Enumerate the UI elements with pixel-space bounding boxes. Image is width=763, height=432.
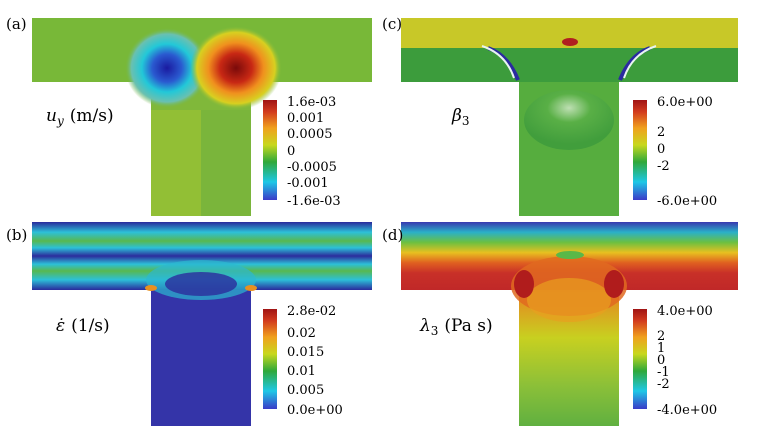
panel-d-top-spot: [556, 251, 584, 259]
panel-a-tick: -0.001: [287, 176, 329, 191]
panel-c-tick: 2: [657, 125, 665, 140]
panel-a-tick: -0.0005: [287, 160, 337, 175]
panel-d-tick: 0: [657, 353, 665, 368]
panel-b: (b) ε̇ (1/s) 2.8e-02 0.02 0.015 0.01 0.00…: [6, 222, 372, 426]
panel-b-right-corner-hotspot: [245, 285, 257, 291]
panel-d-colorbar-ticks: 4.0e+00 2 1 0 -1 -2 -4.0e+00: [657, 304, 717, 418]
panel-c-channel-bottom: [401, 48, 738, 82]
panel-a-tick: 0: [287, 144, 295, 159]
panel-a-tick: 0.001: [287, 111, 324, 126]
panel-d-tick: -2: [657, 377, 670, 392]
panel-c: (c) β3 6.0e+00 2 0 -2 -6.0e+00: [382, 15, 738, 216]
panel-b-tick: 2.8e-02: [287, 304, 336, 319]
panel-c-tick: 6.0e+00: [657, 95, 713, 110]
panel-b-stem: [151, 290, 251, 426]
panel-c-top-spot: [562, 38, 578, 46]
panel-d-colorbar: [633, 309, 647, 409]
panel-a-colorbar-ticks: 1.6e-03 0.001 0.0005 0 -0.0005 -0.001 -1…: [287, 95, 341, 209]
panel-c-tick: -6.0e+00: [657, 194, 717, 209]
panel-c-id: (c): [382, 15, 402, 33]
panel-a-tick: 1.6e-03: [287, 95, 336, 110]
panel-c-colorbar-ticks: 6.0e+00 2 0 -2 -6.0e+00: [657, 95, 717, 209]
panel-a-colorbar: [263, 100, 277, 200]
panel-c-quantity-label: β3: [451, 106, 469, 128]
panel-d-tick: 1: [657, 341, 665, 356]
panel-d-tick: 4.0e+00: [657, 304, 713, 319]
panel-a: (a) uy (m/s) 1.6e-03 0.001 0.0005 0 -0.00…: [6, 15, 372, 216]
panel-c-tick: -2: [657, 159, 670, 174]
panel-d-quantity-label: λ3 (Pa s): [419, 316, 493, 338]
panel-b-colorbar-ticks: 2.8e-02 0.02 0.015 0.01 0.005 0.0e+00: [287, 304, 343, 418]
panel-c-funnel: [524, 90, 614, 150]
panel-b-tick: 0.02: [287, 326, 316, 341]
panel-d: (d) λ3 (Pa s) 4.0e+00 2 1 0 -1 -2 -4.0e+0…: [382, 222, 738, 426]
panel-a-blue-vortex: [125, 28, 209, 108]
panel-b-id: (b): [6, 226, 27, 244]
panel-a-id: (a): [6, 15, 27, 33]
panel-d-tick: -1: [657, 365, 670, 380]
panel-a-tick: -1.6e-03: [287, 194, 341, 209]
panel-d-right-corner-spot: [604, 270, 624, 298]
panel-b-left-corner-hotspot: [145, 285, 157, 291]
panel-d-tick: -4.0e+00: [657, 403, 717, 418]
panel-b-quantity-label: ε̇ (1/s): [56, 316, 110, 336]
panel-d-id: (d): [382, 226, 403, 244]
panel-a-quantity-label: uy (m/s): [46, 106, 114, 128]
panel-d-left-corner-spot: [514, 270, 534, 298]
panel-a-red-vortex: [190, 26, 282, 110]
panel-d-tick: 2: [657, 329, 665, 344]
panel-b-tick: 0.0e+00: [287, 403, 343, 418]
panel-b-tick: 0.015: [287, 345, 324, 360]
panel-b-tick: 0.005: [287, 383, 324, 398]
panel-c-colorbar: [633, 100, 647, 200]
panel-b-tick: 0.01: [287, 364, 316, 379]
panel-c-tick: 0: [657, 142, 665, 157]
panel-b-colorbar: [263, 309, 277, 409]
panel-a-tick: 0.0005: [287, 127, 333, 142]
